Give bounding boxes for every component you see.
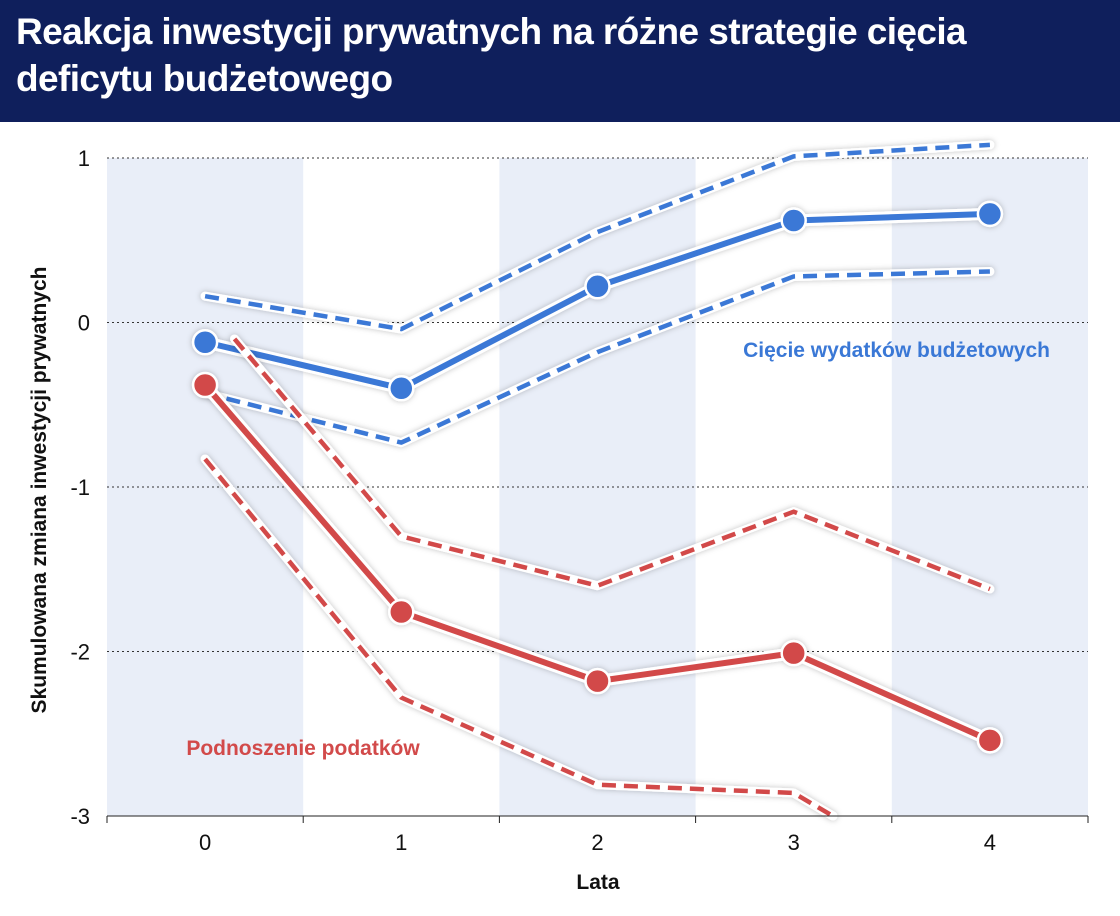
annotation-tax-increase: Podnoszenie podatków bbox=[186, 737, 420, 760]
line-chart: 1 0 -1 -2 -3 0 1 2 3 4 Skumulowana zmiana inwesty… bbox=[28, 140, 1089, 894]
series-0-lower-bound bbox=[204, 269, 990, 445]
y-axis-title: Skumulowana zmiana inwestycji prywatnych bbox=[28, 267, 51, 714]
chart-header: Reakcja inwestycji prywatnych na różne s… bbox=[0, 0, 1120, 122]
x-tick-label: 4 bbox=[984, 830, 996, 855]
band-year-0 bbox=[107, 158, 304, 816]
series-1-point bbox=[388, 598, 415, 626]
series-layer bbox=[191, 140, 1004, 821]
series-0-point bbox=[976, 200, 1004, 228]
series-1-point bbox=[780, 639, 807, 667]
y-tick-label: -1 bbox=[70, 475, 90, 500]
x-axis-title: Lata bbox=[576, 871, 620, 894]
series-1-point bbox=[191, 371, 219, 399]
series-1-point bbox=[976, 727, 1004, 754]
series-0 bbox=[191, 140, 1004, 448]
series-0-point bbox=[388, 375, 415, 402]
x-tick-label: 0 bbox=[199, 830, 211, 855]
chart-title: Reakcja inwestycji prywatnych na różne s… bbox=[16, 11, 967, 99]
y-tick-label: 0 bbox=[78, 311, 90, 336]
series-1-point bbox=[584, 667, 611, 695]
x-tick-label: 3 bbox=[788, 830, 800, 855]
annotation-spending-cuts: Cięcie wydatków budżetowych bbox=[743, 339, 1050, 362]
axes: 1 0 -1 -2 -3 0 1 2 3 4 bbox=[70, 146, 1089, 855]
y-tick-label: -3 bbox=[70, 804, 90, 829]
series-0-point bbox=[191, 328, 219, 356]
series-1-upper-bound-halo bbox=[230, 334, 995, 594]
y-tick-label: 1 bbox=[78, 146, 90, 171]
series-0-upper-bound bbox=[204, 142, 991, 332]
series-1 bbox=[191, 334, 1004, 821]
series-0-point bbox=[584, 273, 611, 300]
y-tick-label: -2 bbox=[70, 640, 90, 665]
series-0-point bbox=[780, 207, 807, 234]
x-tick-label: 2 bbox=[591, 830, 603, 855]
series-1-lower-bound bbox=[203, 457, 835, 818]
x-tick-label: 1 bbox=[395, 830, 407, 855]
